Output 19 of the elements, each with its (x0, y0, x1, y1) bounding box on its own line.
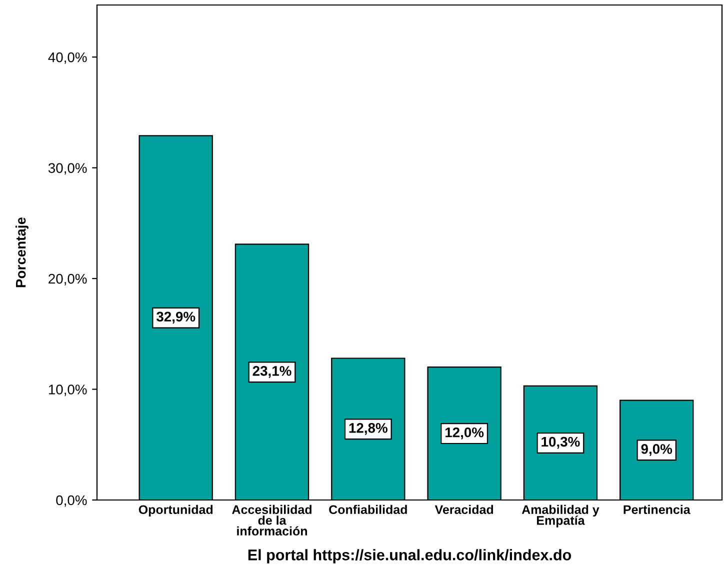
x-tick-label: Oportunidad (138, 504, 213, 517)
y-tick-label: 10,0% (48, 384, 87, 396)
data-label: 23,1% (252, 366, 292, 378)
y-tick-label: 40,0% (48, 52, 87, 64)
data-label: 12,0% (445, 427, 484, 440)
y-axis-title: Porcentaje (16, 217, 28, 288)
data-label: 12,8% (349, 423, 388, 435)
x-axis-title: El portal https://sie.unal.edu.co/link/index.do (248, 549, 572, 564)
data-label: 32,9% (156, 312, 196, 324)
x-tick-label: Amabilidad y Empatía (522, 504, 600, 528)
x-tick-label: Accesibilidad de la información (232, 504, 312, 536)
x-tick-label: Confiabilidad (329, 504, 407, 514)
y-tick-label: 30,0% (48, 163, 87, 175)
y-tick-label: 0,0% (56, 495, 87, 507)
data-label: 9,0% (641, 444, 672, 456)
y-tick-label: 20,0% (48, 274, 87, 286)
x-tick-label: Veracidad (434, 504, 494, 514)
x-tick-label: Pertinencia (624, 504, 690, 514)
data-label: 10,3% (542, 436, 580, 449)
